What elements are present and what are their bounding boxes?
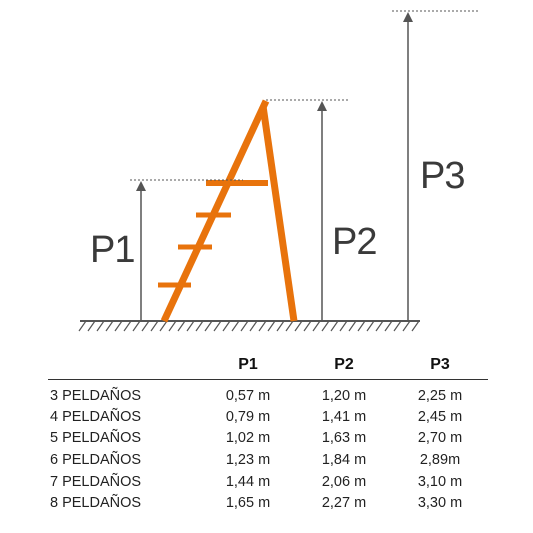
ground-hatch-mark xyxy=(240,320,249,332)
ground-hatch-mark xyxy=(222,320,231,332)
table-row: 5 PELDAÑOS 1,02 m 1,63 m 2,70 m xyxy=(48,428,488,450)
ground-hatch-mark xyxy=(303,320,312,332)
ground-hatch-mark xyxy=(123,320,132,332)
ground-hatch-mark xyxy=(276,320,285,332)
ground-hatch-mark xyxy=(294,320,303,332)
ground-hatch-mark xyxy=(258,320,267,332)
header-p1: P1 xyxy=(238,356,258,373)
cell-p3: 3,10 m xyxy=(417,473,463,490)
ground-hatch-mark xyxy=(141,320,150,332)
cell-model: 7 PELDAÑOS xyxy=(50,473,142,490)
cell-p2: 1,84 m xyxy=(321,451,367,468)
p3-label: P3 xyxy=(420,155,464,197)
cell-p3: 3,30 m xyxy=(417,495,463,512)
p2-label: P2 xyxy=(332,221,376,263)
cell-p3: 2,45 m xyxy=(417,408,463,425)
ground-hatch-mark xyxy=(348,320,357,332)
cell-model: 6 PELDAÑOS xyxy=(50,451,142,468)
cell-model: 3 PELDAÑOS xyxy=(50,387,142,404)
ground-hatch-mark xyxy=(402,320,411,332)
cell-p1: 1,02 m xyxy=(225,430,271,447)
ground-hatch-mark xyxy=(78,320,87,332)
ground-hatch-mark xyxy=(96,320,105,332)
p1-label: P1 xyxy=(90,229,134,271)
ground-hatch-mark xyxy=(150,320,159,332)
ground-hatch-mark xyxy=(285,320,294,332)
table-row: 7 PELDAÑOS 1,44 m 2,06 m 3,10 m xyxy=(48,471,488,493)
ground-hatch-mark xyxy=(204,320,213,332)
ground-hatch-mark xyxy=(267,320,276,332)
cell-model: 5 PELDAÑOS xyxy=(50,430,142,447)
ground-hatch-mark xyxy=(213,320,222,332)
ground-hatch-mark xyxy=(168,320,177,332)
cell-model: 4 PELDAÑOS xyxy=(50,408,142,425)
table-row: 3 PELDAÑOS 0,57 m 1,20 m 2,25 m xyxy=(48,380,488,407)
p3-dimension: P3 xyxy=(392,10,480,321)
cell-p1: 1,23 m xyxy=(225,451,271,468)
cell-p2: 2,06 m xyxy=(321,473,367,490)
ground-hatch-mark xyxy=(249,320,258,332)
ground-hatch-mark xyxy=(339,320,348,332)
ground-hatch-mark xyxy=(357,320,366,332)
table-row: 4 PELDAÑOS 0,79 m 1,41 m 2,45 m xyxy=(48,406,488,428)
cell-p2: 2,27 m xyxy=(321,495,367,512)
cell-p1: 0,79 m xyxy=(225,408,271,425)
height-spec-table: P1 P2 P3 3 PELDAÑOS 0,57 m 1,20 m 2,25 m… xyxy=(48,356,488,514)
ground-hatch-mark xyxy=(87,320,96,332)
ladder-back-rail xyxy=(259,105,298,322)
cell-p2: 1,20 m xyxy=(321,387,367,404)
cell-p2: 1,63 m xyxy=(321,430,367,447)
cell-p3: 2,25 m xyxy=(417,387,463,404)
p1-dimension: P1 xyxy=(90,179,243,321)
ground-hatch-mark xyxy=(195,320,204,332)
ground-hatch-mark xyxy=(393,320,402,332)
cell-p1: 1,44 m xyxy=(225,473,271,490)
ground-hatch-mark xyxy=(177,320,186,332)
cell-p1: 1,65 m xyxy=(225,495,271,512)
ladder-height-diagram: P1 P2 P3 xyxy=(78,10,480,332)
ground-hatch-mark xyxy=(384,320,393,332)
ground-hatch-mark xyxy=(105,320,114,332)
cell-p3: 2,70 m xyxy=(417,430,463,447)
ground-hatch-mark xyxy=(159,320,168,332)
header-model xyxy=(48,356,200,380)
ground-hatch-mark xyxy=(312,320,321,332)
p2-dimension: P2 xyxy=(266,99,377,321)
ground-hatch-mark xyxy=(375,320,384,332)
cell-p2: 1,41 m xyxy=(321,408,367,425)
ground-hatch-mark xyxy=(411,320,420,332)
ground-hatch-mark xyxy=(366,320,375,332)
cell-model: 8 PELDAÑOS xyxy=(50,495,142,512)
cell-p1: 0,57 m xyxy=(225,387,271,404)
ground-hatch-mark xyxy=(132,320,141,332)
ladder-illustration xyxy=(158,99,298,323)
cell-p3: 2,89m xyxy=(419,451,461,468)
table-row: 8 PELDAÑOS 1,65 m 2,27 m 3,30 m xyxy=(48,492,488,514)
header-p3: P3 xyxy=(430,356,450,373)
table-header-row: P1 P2 P3 xyxy=(48,356,488,380)
ground-hatch-mark xyxy=(186,320,195,332)
ground xyxy=(78,320,420,332)
table-row: 6 PELDAÑOS 1,23 m 1,84 m 2,89m xyxy=(48,449,488,471)
ground-hatch-mark xyxy=(321,320,330,332)
ladder-front-rail xyxy=(160,99,270,323)
ground-hatch-mark xyxy=(114,320,123,332)
header-p2: P2 xyxy=(334,356,354,373)
ground-hatch-mark xyxy=(330,320,339,332)
ground-hatch-mark xyxy=(231,320,240,332)
